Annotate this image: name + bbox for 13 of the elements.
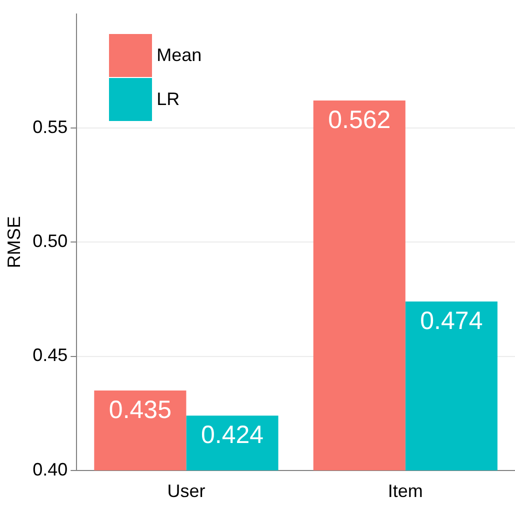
x-tick-label: User <box>167 481 206 502</box>
y-tick-label: 0.50 <box>32 231 68 252</box>
data-label: 0.424 <box>200 421 264 449</box>
legend-label: LR <box>156 89 180 110</box>
data-label: 0.435 <box>108 396 172 424</box>
legend-label: Mean <box>156 45 202 66</box>
data-label: 0.474 <box>420 306 483 335</box>
data-label: 0.562 <box>328 106 391 134</box>
y-tick-label: 0.45 <box>32 345 68 366</box>
y-tick-label: 0.55 <box>32 116 68 137</box>
x-tick-label: Item <box>388 481 423 502</box>
y-tick-label: 0.40 <box>32 459 68 480</box>
y-axis-title: RMSE <box>4 216 24 268</box>
